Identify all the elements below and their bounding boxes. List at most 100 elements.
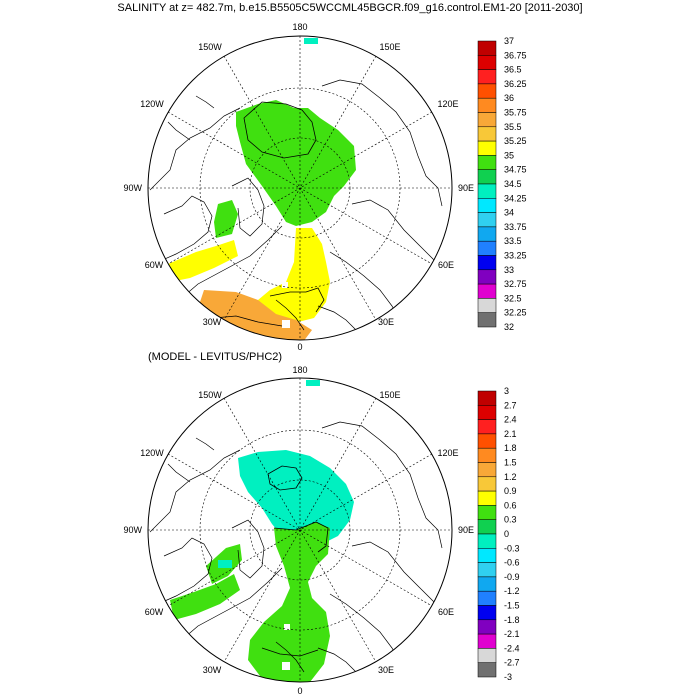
difference-colorbar-label-6: 1.2	[504, 472, 517, 482]
difference-colorbar-label-14: -1.2	[504, 586, 520, 596]
salinity-colorbar-label-10: 34.5	[504, 179, 522, 189]
difference-colorbar-swatch-10	[477, 533, 497, 549]
salinity-colorbar: 37 36.75 36.5 36.25 36 35.75 35.5 35.25 35 34.75 3…	[477, 36, 527, 332]
label-0-bottom: 0	[297, 686, 302, 696]
salinity-colorbar-swatch-8	[477, 155, 497, 170]
salinity-colorbar-label-9: 34.75	[504, 165, 527, 175]
salinity-colorbar-label-2: 36.5	[504, 65, 522, 75]
salinity-colorbar-swatch-12	[477, 212, 497, 228]
difference-colorbar-swatch-7	[477, 490, 497, 506]
difference-colorbar-swatch-3	[477, 433, 497, 449]
difference-colorbar-label-16: -1.8	[504, 615, 520, 625]
label-150w-bottom: 150W	[198, 390, 222, 400]
salinity-colorbar-swatch-19	[477, 312, 497, 328]
difference-colorbar-swatch-9	[477, 519, 497, 535]
difference-colorbar-label-4: 1.8	[504, 443, 517, 453]
difference-colorbar-swatch-12	[477, 562, 497, 578]
salinity-colorbar-swatch-16	[477, 269, 497, 285]
label-60e: 60E	[438, 260, 454, 270]
difference-map: 180 0 90W 90E 150W 150E 120W 120E 60W 60…	[123, 365, 474, 696]
salinity-colorbar-swatch-10	[477, 183, 497, 199]
difference-colorbar-label-20: -3	[504, 672, 512, 682]
difference-colorbar-swatch-17	[477, 633, 497, 649]
difference-colorbar-swatch-18	[477, 648, 497, 663]
labrador-diff-field	[170, 574, 240, 620]
salinity-colorbar-swatch-14	[477, 240, 497, 256]
label-30w-bottom: 30W	[203, 665, 222, 675]
difference-colorbar-label-1: 2.7	[504, 400, 517, 410]
label-120w-bottom: 120W	[140, 448, 164, 458]
difference-colorbar-label-11: -0.3	[504, 543, 520, 553]
difference-colorbar-swatch-8	[477, 505, 497, 520]
salinity-colorbar-label-13: 33.75	[504, 222, 527, 232]
difference-colorbar-swatch-15	[477, 605, 497, 621]
label-30e: 30E	[378, 317, 394, 327]
labrador-field	[168, 240, 238, 282]
salinity-colorbar-swatch-18	[477, 298, 497, 313]
difference-colorbar-label-10: 0	[504, 529, 509, 539]
difference-colorbar-swatch-6	[477, 476, 497, 492]
salinity-colorbar-swatch-2	[477, 69, 497, 85]
difference-colorbar-label-8: 0.6	[504, 500, 517, 510]
salinity-colorbar-label-14: 33.5	[504, 236, 522, 246]
label-90e-bottom: 90E	[458, 525, 474, 535]
label-180: 180	[292, 22, 307, 32]
label-180-bottom: 180	[292, 365, 307, 375]
difference-colorbar-label-18: -2.4	[504, 643, 520, 653]
difference-colorbar-swatch-11	[477, 548, 497, 563]
salinity-colorbar-label-7: 35.25	[504, 136, 527, 146]
difference-colorbar-swatch-13	[477, 576, 497, 592]
difference-colorbar-label-19: -2.7	[504, 658, 520, 668]
difference-colorbar-swatch-16	[477, 619, 497, 635]
salinity-colorbar-label-16: 33	[504, 265, 514, 275]
difference-colorbar-label-7: 0.9	[504, 486, 517, 496]
difference-colorbar-label-17: -2.1	[504, 629, 520, 639]
label-120e: 120E	[437, 99, 458, 109]
label-150e-bottom: 150E	[379, 390, 400, 400]
difference-colorbar-label-12: -0.6	[504, 558, 520, 568]
difference-colorbar-label-15: -1.5	[504, 601, 520, 611]
salinity-colorbar-label-11: 34.25	[504, 193, 527, 203]
plot-title: SALINITY at z= 482.7m, b.e15.B5505C5WCCM…	[117, 2, 583, 14]
salinity-colorbar-swatch-11	[477, 198, 497, 213]
salinity-colorbar-label-1: 36.75	[504, 50, 527, 60]
label-30w: 30W	[203, 317, 222, 327]
label-90w-bottom: 90W	[123, 525, 142, 535]
label-120e-bottom: 120E	[437, 448, 458, 458]
central-diff-field	[248, 522, 330, 682]
baffin-field	[214, 200, 238, 238]
difference-colorbar-swatch-4	[477, 447, 497, 463]
label-90e: 90E	[458, 183, 474, 193]
salinity-colorbar-label-18: 32.5	[504, 293, 522, 303]
difference-colorbar-swatch-5	[477, 462, 497, 478]
salinity-colorbar-label-19: 32.25	[504, 308, 527, 318]
salinity-colorbar-swatch-0	[477, 40, 497, 56]
salinity-colorbar-swatch-15	[477, 255, 497, 271]
label-30e-bottom: 30E	[378, 665, 394, 675]
label-150w: 150W	[198, 42, 222, 52]
pacific-diff-field	[238, 450, 354, 544]
difference-colorbar-swatch-1	[477, 405, 497, 420]
salinity-colorbar-label-15: 33.25	[504, 251, 527, 261]
pacific-field	[236, 100, 356, 226]
difference-colorbar-label-2: 2.4	[504, 415, 517, 425]
difference-colorbar-swatch-19	[477, 662, 497, 678]
difference-colorbar-label-5: 1.5	[504, 458, 517, 468]
salinity-colorbar-swatch-17	[477, 283, 497, 299]
salinity-map: 180 0 90W 90E 150W 150E 120W 120E 60W 60…	[123, 22, 474, 352]
label-60w: 60W	[145, 260, 164, 270]
difference-colorbar-label-13: -0.9	[504, 572, 520, 582]
salinity-colorbar-label-6: 35.5	[504, 122, 522, 132]
salinity-colorbar-swatch-3	[477, 83, 497, 99]
label-0: 0	[297, 342, 302, 352]
label-150e: 150E	[379, 42, 400, 52]
salinity-colorbar-swatch-1	[477, 55, 497, 70]
atlantic-field	[258, 228, 330, 322]
label-60w-bottom: 60W	[145, 607, 164, 617]
label-120w: 120W	[140, 99, 164, 109]
salinity-colorbar-label-12: 34	[504, 208, 514, 218]
difference-colorbar-swatch-2	[477, 419, 497, 435]
difference-subtitle: (MODEL - LEVITUS/PHC2)	[148, 351, 283, 363]
salinity-colorbar-swatch-5	[477, 112, 497, 128]
